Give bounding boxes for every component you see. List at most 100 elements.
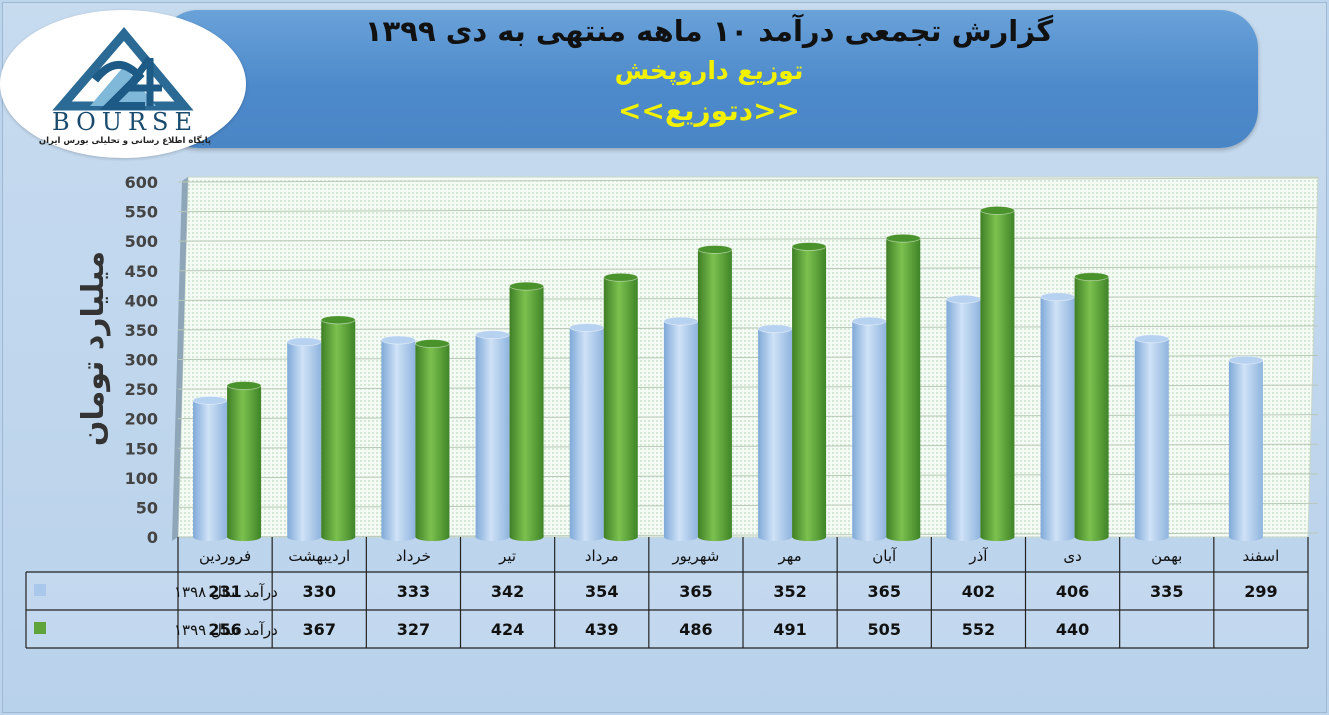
gridline [177, 443, 1319, 449]
gridline [177, 473, 1319, 479]
y-tick-label: 350 [125, 321, 158, 340]
bar-1399-base [792, 533, 827, 541]
bar-1398-base [193, 533, 228, 541]
legend-label: درآمد سال ۱۳۹۹ [174, 621, 278, 639]
data-value: 505 [868, 620, 901, 639]
category-label: تیر [498, 547, 516, 565]
y-tick-label: 50 [136, 498, 158, 517]
gridline [177, 502, 1319, 508]
gridline [177, 236, 1319, 242]
bar-1398 [946, 294, 981, 541]
logo-word: BOURSE [51, 108, 198, 136]
bar-1398-cap [1040, 292, 1075, 302]
data-value: 299 [1244, 582, 1277, 601]
category-label: آبان [872, 547, 897, 565]
gridline [177, 266, 1319, 272]
gridline [177, 325, 1319, 331]
bar-1398-base [475, 533, 510, 541]
bar-1399-body [321, 319, 356, 537]
legend-swatch [34, 584, 46, 596]
data-value: 333 [397, 582, 430, 601]
data-value: 406 [1056, 582, 1089, 601]
y-tick-label: 600 [125, 173, 158, 192]
data-value: 365 [679, 582, 712, 601]
bar-1399-body [980, 210, 1015, 537]
bar-1398 [569, 323, 605, 541]
bar-1398-body [1134, 338, 1169, 537]
y-tick-label: 0 [147, 528, 158, 547]
bar-1398-cap [192, 395, 228, 405]
bar-1399-base [697, 533, 732, 541]
category-label: بهمن [1151, 547, 1182, 565]
data-value: 327 [397, 620, 430, 639]
bar-1399-body [227, 385, 262, 537]
gridline [177, 355, 1319, 360]
logo-mark-icon [52, 27, 194, 111]
y-tick-label: 550 [125, 203, 158, 222]
category-label: آذر [968, 547, 988, 565]
bar-1399 [885, 233, 921, 541]
bar-1399-base [415, 533, 450, 541]
category-label: دی [1063, 547, 1081, 565]
bar-1399-cap [885, 233, 921, 243]
bar-1399-body [886, 238, 921, 538]
data-value: 256 [208, 620, 241, 639]
bar-1398-body [193, 400, 228, 537]
gridline [177, 532, 1319, 538]
bar-1399-body [509, 286, 544, 537]
bar-1398-cap [286, 337, 322, 347]
bar-1398-body [569, 327, 604, 537]
category-label: اسفند [1243, 547, 1280, 565]
bar-1399-body [415, 343, 450, 537]
bar-1398 [475, 330, 510, 541]
bar-1398-base [1134, 533, 1169, 541]
bar-1399 [791, 242, 827, 541]
bar-1398-base [946, 533, 981, 541]
data-value: 354 [585, 582, 618, 601]
bar-1398-cap [663, 316, 699, 326]
data-value: 342 [491, 582, 524, 601]
bar-1399 [603, 272, 639, 541]
bar-1398-cap [1134, 334, 1170, 344]
y-tick-label: 100 [125, 469, 158, 488]
data-value: 552 [962, 620, 995, 639]
bar-1398-body [381, 339, 416, 537]
bar-1398-body [1040, 296, 1075, 537]
title-banner [160, 10, 1258, 148]
bar-1399-body [603, 277, 638, 537]
y-axis-ticks: 0 50 100 150 200 250 300 350 400 450 500 550 600 [125, 173, 158, 547]
data-value: 352 [773, 582, 806, 601]
bar-1399-base [227, 533, 262, 541]
bar-1399-cap [509, 281, 544, 291]
bar-1399-base [509, 533, 544, 541]
category-label: شهریور [671, 547, 719, 565]
data-value: 330 [303, 582, 336, 601]
bar-1398-body [1228, 360, 1263, 537]
bar-1398-cap [1228, 355, 1264, 365]
bar-1399-base [886, 533, 921, 541]
bar-1398-cap [851, 316, 887, 326]
gridlines [177, 177, 1319, 538]
bar-1399-body [697, 249, 732, 537]
data-value: 424 [491, 620, 524, 639]
bar-1399 [980, 205, 1015, 541]
bar-1399-cap [697, 245, 733, 254]
bar-1398-cap [946, 294, 981, 304]
bar-1398-base [663, 533, 698, 541]
bar-1398-base [1040, 533, 1075, 541]
bar-1398-body [758, 328, 793, 537]
data-value: 231 [208, 582, 241, 601]
y-tick-label: 450 [125, 262, 158, 281]
bar-1399-cap [1074, 272, 1109, 282]
bar-1398 [381, 335, 416, 541]
bar-1398-body [475, 334, 510, 537]
y-tick-label: 500 [125, 232, 158, 251]
bar-1398 [663, 316, 699, 541]
bar-1399 [1074, 272, 1109, 541]
ticker-symbol: <<دتوزیع>> [617, 94, 801, 127]
logo-tagline: پایگاه اطلاع رسانی و تحلیلی بورس ایران [38, 136, 212, 146]
y-tick-label: 150 [125, 439, 158, 458]
y-tick-label: 400 [125, 291, 158, 310]
bar-1399-body [1074, 276, 1109, 537]
